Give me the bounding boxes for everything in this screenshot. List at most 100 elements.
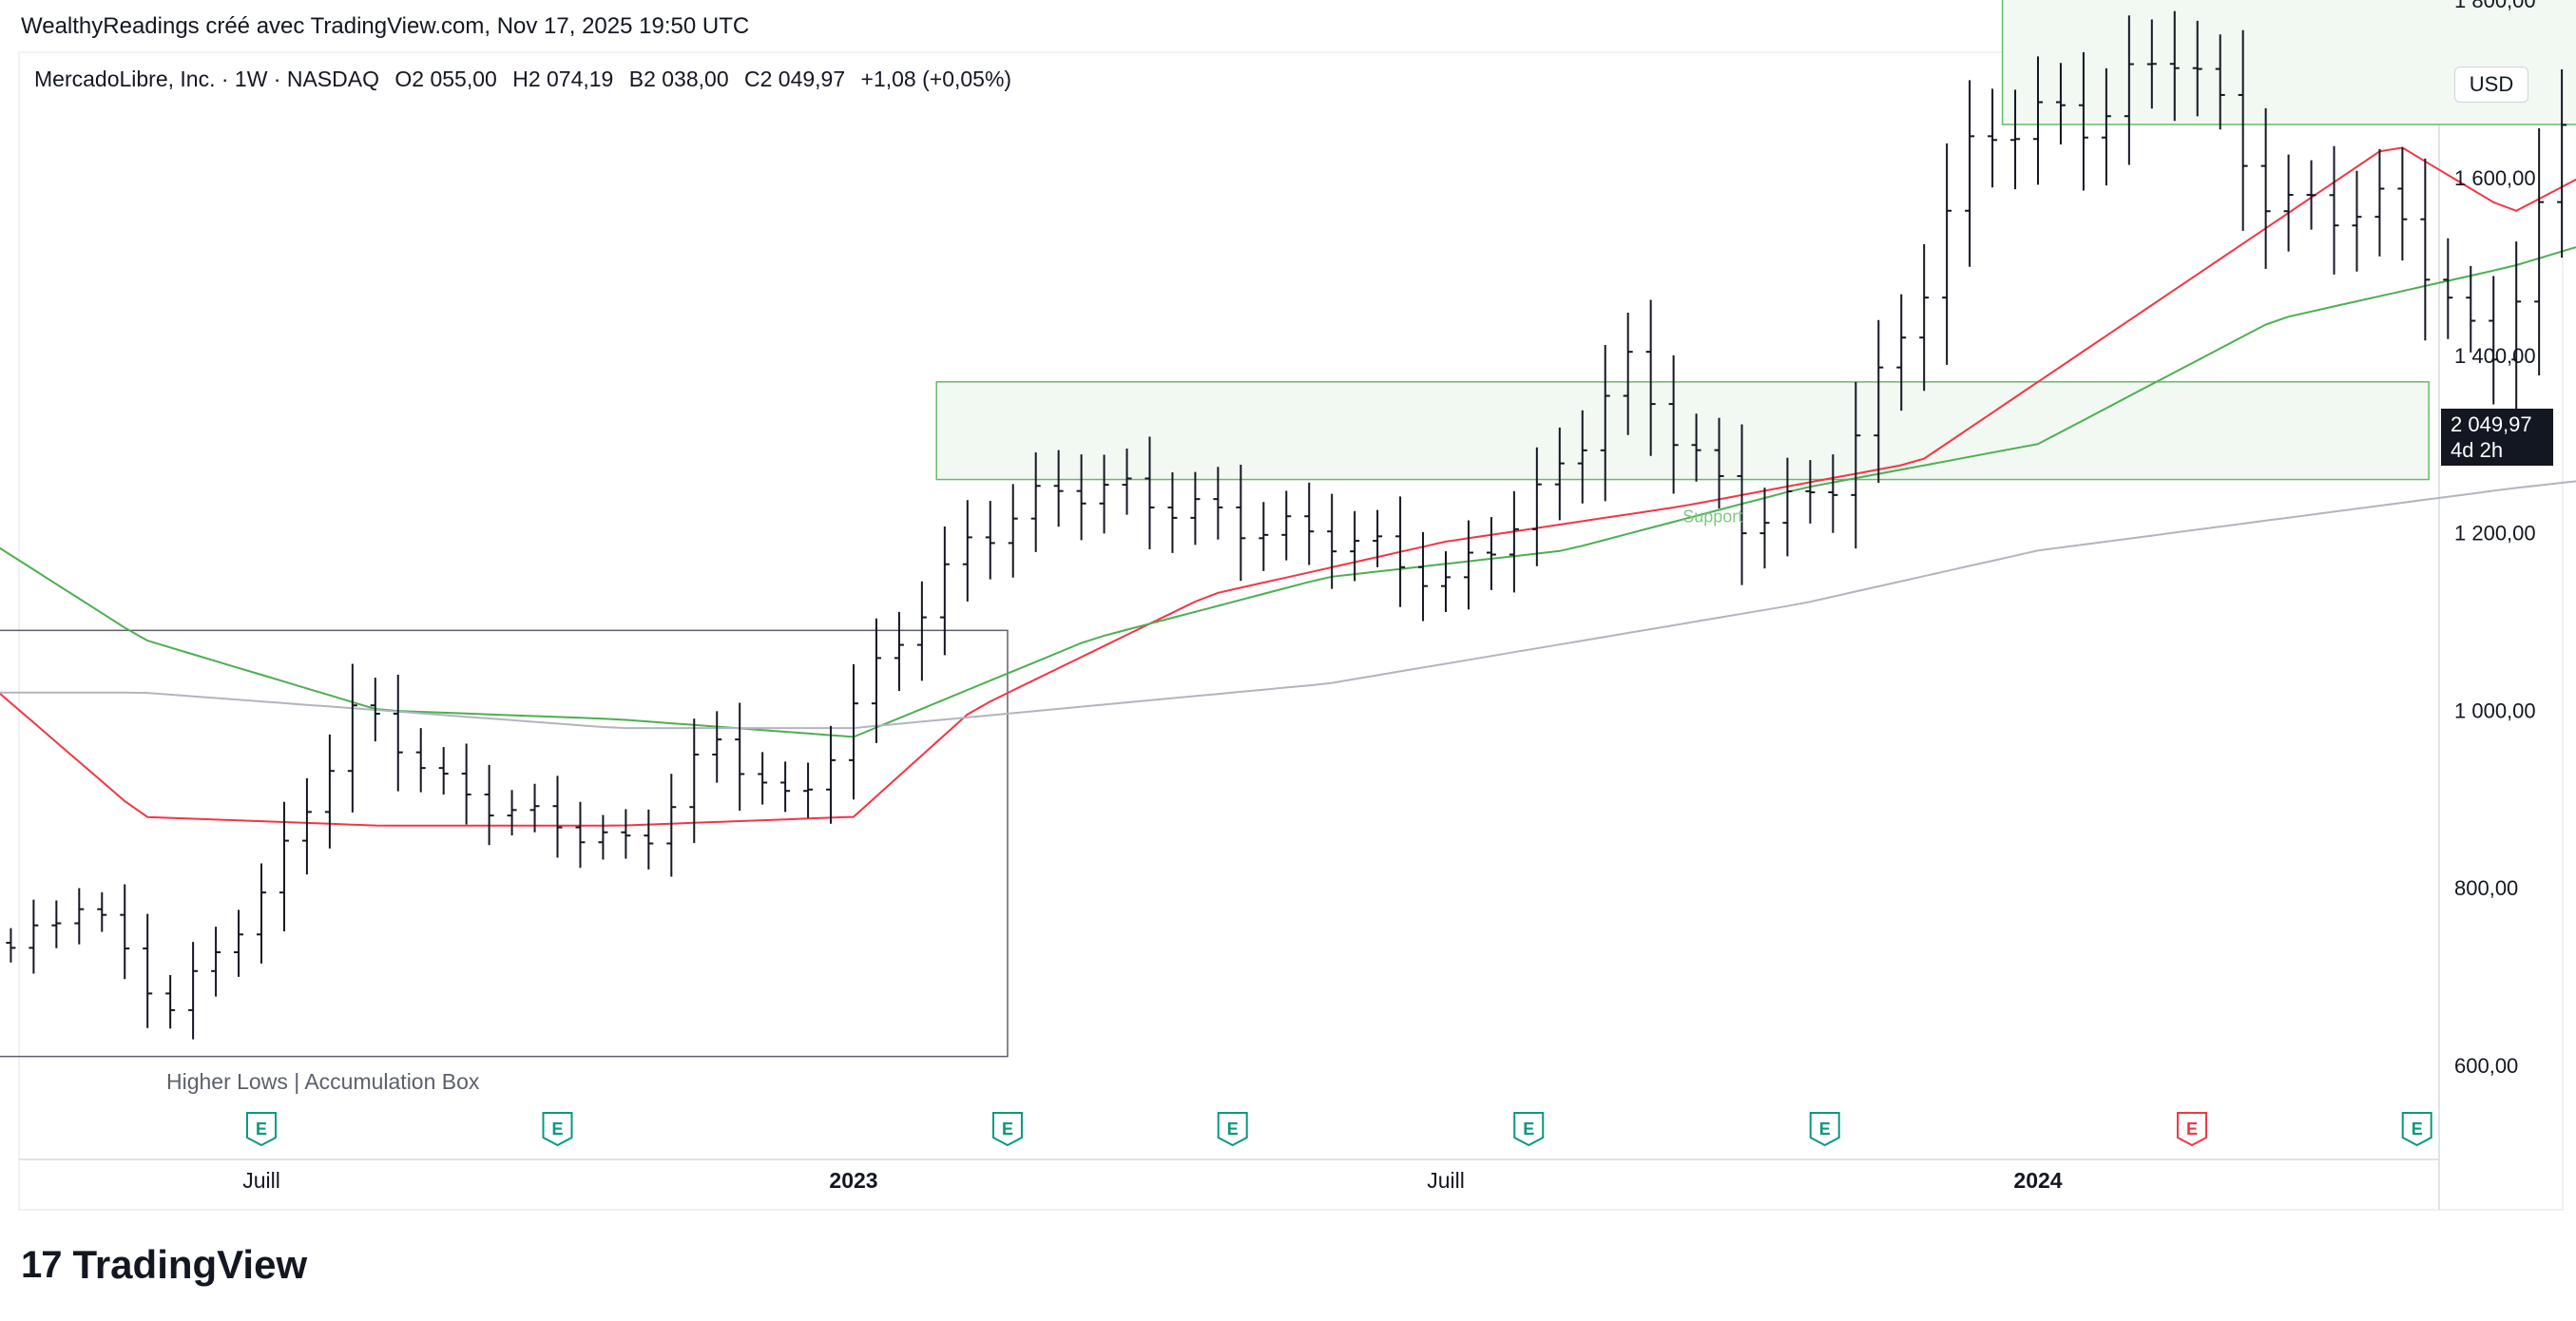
moving-average-slow bbox=[0, 480, 2576, 730]
ohlc-bar bbox=[780, 761, 791, 813]
ohlc-bar bbox=[1782, 457, 1793, 557]
earnings-green-icon: E bbox=[542, 1112, 573, 1147]
last-price-tag: 2 049,97 4d 2h bbox=[2441, 409, 2553, 466]
ohlc-bar bbox=[1600, 345, 1610, 502]
ohlc-bar bbox=[1281, 490, 1292, 561]
time-tick-label: Juill bbox=[242, 1168, 280, 1193]
ohlc-bar bbox=[51, 900, 62, 948]
ohlc-bar bbox=[1805, 460, 1816, 524]
ohlc-bar bbox=[1714, 417, 1724, 509]
price-axis: 600,00 800,00 1 000,00 1 200,00 1 400,00 1 60… bbox=[2454, 0, 2536, 1078]
ohlc-bar bbox=[234, 909, 244, 977]
ohlc-bar bbox=[1896, 294, 1907, 412]
ohlc-bar bbox=[2534, 127, 2545, 375]
svg-text:E: E bbox=[1227, 1120, 1239, 1139]
ohlc-bar bbox=[347, 663, 357, 813]
ohlc-bar bbox=[803, 762, 814, 818]
ohlc-bar bbox=[2352, 170, 2362, 272]
ohlc-bar bbox=[165, 974, 176, 1029]
earnings-green-icon: E bbox=[1513, 1112, 1545, 1147]
ohlc-bar bbox=[529, 783, 540, 833]
ohlc-bar bbox=[2192, 20, 2202, 117]
earnings-green-icon: E bbox=[2401, 1112, 2432, 1147]
ohlc-bar bbox=[1919, 244, 1930, 392]
ohlc-bar bbox=[1259, 502, 1269, 571]
last-price: 2 049,97 bbox=[2451, 412, 2532, 436]
ohlc-bar bbox=[712, 711, 722, 783]
ohlc-bar bbox=[1373, 509, 1383, 567]
ohlc-bar bbox=[2101, 67, 2111, 186]
ohlc-bar bbox=[575, 801, 586, 869]
ohlc-bar bbox=[1463, 520, 1473, 610]
ohlc-bar bbox=[1076, 454, 1086, 541]
svg-text:E: E bbox=[1523, 1120, 1534, 1139]
ohlc-bar bbox=[1874, 319, 1884, 484]
time-axis: Juill2023Juill2024Juill2025Juill2026 bbox=[242, 1168, 2063, 1193]
ohlc-bar bbox=[916, 581, 927, 681]
earnings-red-icon: E bbox=[2176, 1112, 2207, 1147]
ohlc-bar bbox=[1144, 436, 1155, 549]
ohlc-bar bbox=[1509, 490, 1519, 593]
svg-text:E: E bbox=[256, 1120, 267, 1139]
ohlc-bar bbox=[279, 801, 289, 931]
ohlc-bar bbox=[2215, 34, 2225, 130]
ohlc-bar bbox=[2260, 107, 2271, 269]
svg-text:E: E bbox=[551, 1120, 563, 1139]
ohlc-bar bbox=[1236, 465, 1246, 582]
ohlc-bar bbox=[2306, 160, 2316, 230]
support-zone-1 bbox=[2001, 0, 2576, 125]
ohlc-bar bbox=[1213, 467, 1223, 540]
svg-text:E: E bbox=[1002, 1120, 1013, 1139]
price-chart[interactable]: Higher Lows | Accumulation BoxSupportSup… bbox=[0, 0, 2576, 1235]
ohlc-bar bbox=[1851, 381, 1861, 549]
ohlc-bar bbox=[1577, 410, 1587, 504]
bar-countdown: 4d 2h bbox=[2451, 438, 2504, 462]
price-tick-label: 1 800,00 bbox=[2454, 0, 2536, 12]
ohlc-bar bbox=[1828, 454, 1838, 533]
ohlc-bar bbox=[758, 752, 768, 805]
ohlc-bar bbox=[393, 675, 403, 792]
ohlc-bar bbox=[1668, 354, 1679, 494]
zones-layer bbox=[0, 0, 2576, 1058]
accumulation-label: Higher Lows | Accumulation Box bbox=[166, 1069, 480, 1094]
tradingview-wordmark: TradingView bbox=[72, 1242, 308, 1287]
legend-high: H2 074,19 bbox=[512, 67, 614, 91]
ohlc-bar bbox=[2010, 89, 2021, 190]
annotations-layer: Higher Lows | Accumulation BoxSupportSup… bbox=[166, 507, 1742, 1094]
ohlc-bar bbox=[2238, 29, 2248, 231]
tradingview-footer[interactable]: 17 TradingView bbox=[21, 1242, 307, 1288]
ohlc-bar bbox=[1554, 427, 1565, 521]
price-tick-label: 600,00 bbox=[2454, 1054, 2518, 1078]
ohlc-bar bbox=[598, 814, 608, 860]
ohlc-bar bbox=[1623, 312, 1633, 435]
ohlc-bar bbox=[507, 790, 517, 836]
earnings-markers: EEEEEEEEEEEEEEEEE bbox=[246, 1112, 2432, 1147]
earnings-green-icon: E bbox=[991, 1112, 1023, 1147]
price-tick-label: 1 400,00 bbox=[2454, 344, 2536, 368]
ohlc-bar bbox=[2078, 51, 2088, 191]
ohlc-bar bbox=[461, 743, 471, 825]
ohlc-bar bbox=[1691, 413, 1701, 482]
legend-close: C2 049,97 bbox=[744, 67, 846, 91]
ohlc-bar bbox=[2489, 276, 2499, 405]
ohlc-bar bbox=[1759, 488, 1770, 569]
ohlc-bar bbox=[438, 747, 449, 795]
earnings-green-icon: E bbox=[1217, 1112, 1248, 1147]
ohlc-bar bbox=[666, 774, 677, 877]
symbol-legend: MercadoLibre, Inc. · 1W · NASDAQ O2 055,… bbox=[34, 67, 1021, 92]
legend-symbol: MercadoLibre, Inc. · 1W · NASDAQ bbox=[34, 67, 379, 91]
ohlc-bar bbox=[644, 809, 654, 870]
ohlc-bar bbox=[2443, 238, 2453, 339]
ohlc-bar bbox=[2055, 63, 2066, 144]
time-tick-label: Juill bbox=[1427, 1168, 1465, 1193]
ohlc-bar bbox=[2169, 10, 2180, 122]
ohlc-bar bbox=[871, 618, 881, 743]
currency-button[interactable]: USD bbox=[2454, 67, 2528, 103]
ohlc-bar bbox=[939, 526, 950, 656]
accumulation-box bbox=[0, 629, 1009, 1058]
ohlc-bar bbox=[849, 663, 858, 800]
earnings-green-icon: E bbox=[246, 1112, 277, 1147]
ohlc-bar bbox=[1531, 447, 1542, 566]
ohlc-bar bbox=[2033, 56, 2043, 185]
ohlc-bar bbox=[29, 899, 39, 974]
